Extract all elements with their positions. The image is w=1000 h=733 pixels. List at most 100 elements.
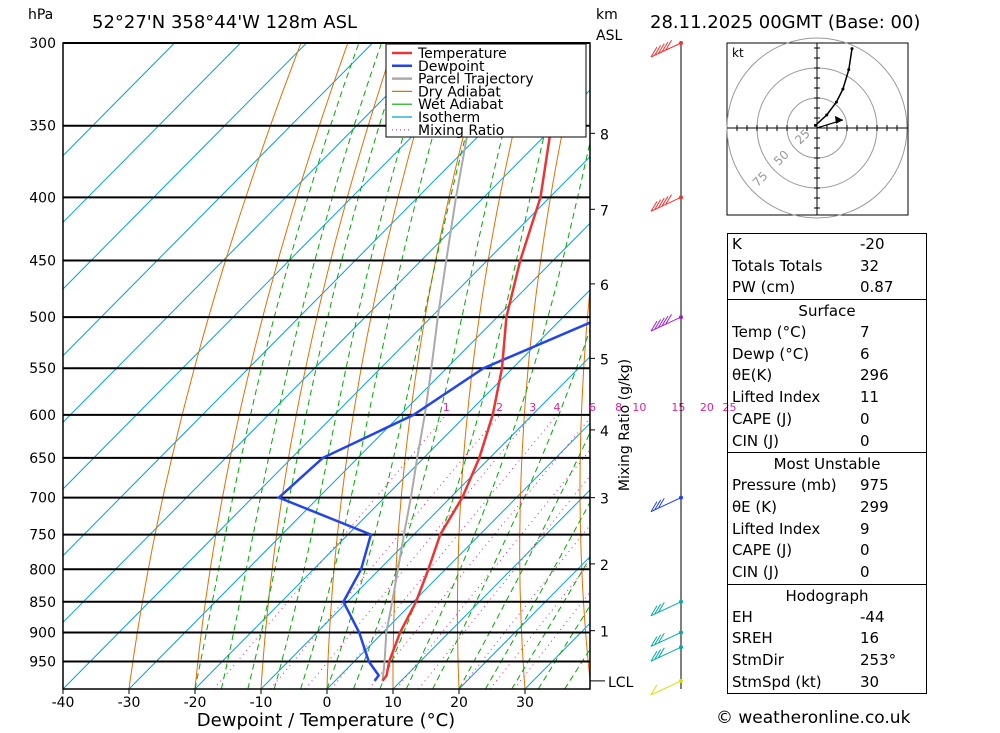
dry-adiabat-line (695, 43, 723, 689)
surface-lifted-row: Lifted Index 11 (732, 388, 880, 407)
temperature-axis-labels: -40 -30 -20 -10 0 10 20 30 (52, 689, 534, 711)
isotherm-line (392, 489, 590, 689)
k-index-row: K -20 (732, 235, 885, 253)
wind-barb-flag (661, 41, 669, 53)
legend-label: Wet Adiabat (418, 97, 504, 113)
wind-barb-flag (650, 201, 658, 212)
mixing-ratio-line (213, 414, 447, 689)
sounding-curves (276, 43, 590, 682)
x-axis-title: Dewpoint / Temperature (°C) (197, 710, 455, 731)
dry-adiabat-line (456, 43, 536, 689)
legend-label: Isotherm (418, 110, 480, 126)
mu-thetae-row: θE (K) 299 (732, 497, 889, 516)
x-tick-label: -40 (52, 695, 75, 711)
km-tick-label: 5 (600, 352, 609, 368)
x-tick-label: -30 (118, 695, 141, 711)
dry-adiabat-line (194, 43, 349, 689)
most-unstable-header: Most Unstable (728, 452, 926, 475)
pressure-tick-label: 450 (29, 254, 56, 270)
wind-barb-flag (661, 315, 669, 327)
surface-temp-row: Temp (°C) 7 (732, 323, 870, 342)
wind-barb-flag (657, 43, 665, 54)
km-tick-label: 2 (600, 558, 609, 574)
isotherm-line (128, 222, 590, 689)
wind-barb-flag (654, 45, 662, 56)
mixing-ratio-label: 20 (700, 401, 714, 414)
wind-barb (650, 645, 683, 662)
isotherm-line (63, 155, 590, 689)
datetime-title: 28.11.2025 00GMT (Base: 00) (650, 12, 920, 33)
storm-motion-arrow (834, 115, 843, 124)
wind-barb-flag (650, 650, 658, 662)
wind-barb-staff (650, 646, 682, 662)
pressure-tick-label: 650 (29, 451, 56, 467)
wind-barb (650, 495, 683, 513)
pressure-tick-label: 850 (29, 595, 56, 611)
wind-barb-staff (650, 632, 682, 647)
km-tick-label: 6 (600, 278, 609, 294)
x-tick-label: 30 (516, 695, 534, 711)
x-tick-label: 20 (450, 695, 468, 711)
wind-barb (650, 599, 683, 617)
totals-row: Totals Totals 32 (732, 256, 880, 275)
hodograph-point (850, 47, 854, 51)
pressure-tick-label: 900 (29, 625, 56, 641)
dry-adiabat-line (392, 43, 489, 689)
temperature-line (381, 43, 574, 682)
mixing-ratio-label: 3 (529, 401, 536, 414)
dry-adiabat-line (955, 43, 1000, 689)
eh-row: EH -44 (732, 607, 885, 626)
hpa-unit-label: hPa (28, 7, 53, 23)
lcl-label: LCL (608, 675, 634, 691)
pressure-tick-label: 600 (29, 408, 56, 424)
wind-barb-staff (650, 680, 682, 696)
pressure-tick-label: 950 (29, 654, 56, 670)
legend-label: Dewpoint (418, 59, 485, 75)
mixing-ratio-line (368, 417, 590, 689)
wind-barb (650, 194, 683, 212)
indices-panel: K -20 Totals Totals 32 PW (cm) 0.87 Surface… (727, 233, 927, 695)
isotherm-line (63, 43, 175, 157)
wet-adiabat-line (458, 431, 590, 689)
mixing-ratio-label: 1 (443, 401, 450, 414)
hodograph-unit: kt (732, 46, 744, 60)
pressure-tick-label: 500 (29, 310, 56, 326)
isotherm-line (326, 422, 590, 689)
dewpoint-line (276, 321, 590, 682)
wind-barb-flag (657, 498, 665, 509)
wet-adiabat-line (273, 43, 432, 689)
mixing-ratio-label: 2 (496, 401, 503, 414)
wind-barb-flag (661, 196, 669, 207)
wind-barb-flag (654, 603, 662, 615)
mu-pressure-row: Pressure (mb) 975 (732, 476, 889, 495)
wind-barb-flag (657, 317, 665, 328)
pressure-axis-labels: 300 350 400 450 500 550 600 650 700 750 800 850 900 9… (29, 36, 56, 670)
isotherm-line (63, 43, 505, 490)
pw-row: PW (cm) 0.87 (732, 278, 894, 297)
legend-label: Mixing Ratio (418, 123, 504, 139)
mu-lifted-row: Lifted Index 9 (732, 519, 870, 538)
km-tick-label: 1 (600, 625, 609, 641)
x-tick-label: 10 (384, 695, 402, 711)
legend-label: Parcel Trajectory (418, 72, 534, 88)
wind-barb-flag (665, 314, 672, 325)
surface-header: Surface (728, 299, 926, 322)
mixing-ratio-label: 15 (671, 401, 685, 414)
hodograph-header: Hodograph (728, 583, 926, 607)
wet-adiabat-line (379, 43, 567, 689)
km-tick-label: 4 (600, 424, 609, 440)
hodograph-point (825, 113, 829, 117)
plot-frame (62, 42, 591, 690)
isotherm-line (458, 555, 590, 689)
hodograph-point (813, 123, 817, 127)
isotherm-line (260, 355, 590, 689)
wet-adiabat-line (247, 43, 406, 689)
wind-barb-staff (650, 497, 682, 513)
wind-barb-flag (657, 647, 665, 659)
isotherm-line (63, 43, 373, 357)
wind-barb-flag (657, 602, 665, 613)
isotherm-line (63, 43, 307, 290)
